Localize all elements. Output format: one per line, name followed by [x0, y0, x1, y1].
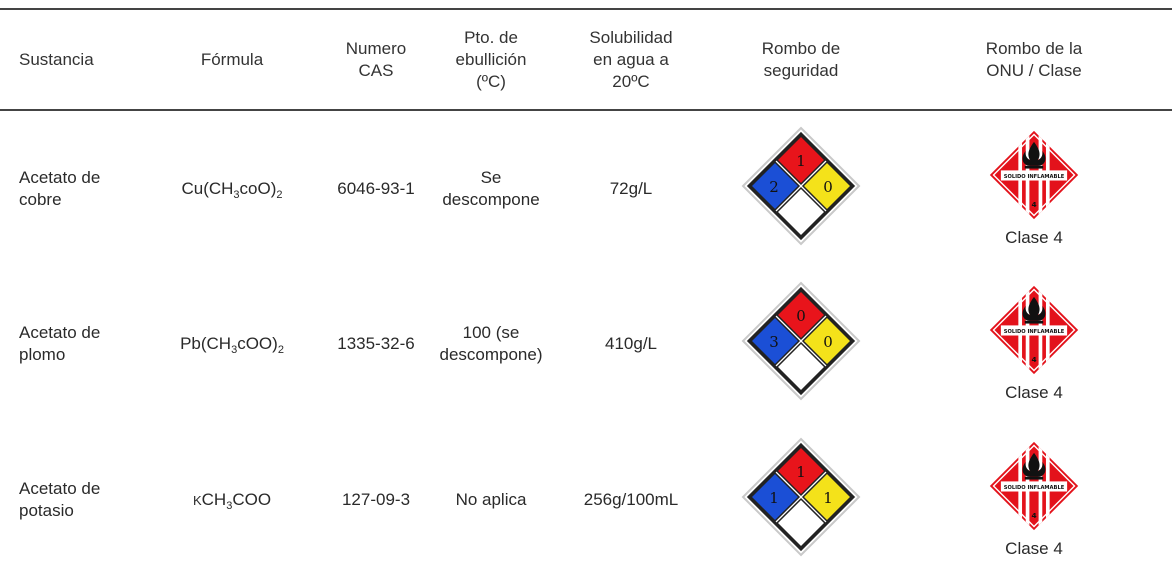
cell-pto: No aplica	[455, 490, 527, 509]
header-cas: Numero CAS	[326, 8, 426, 111]
cell-solubilidad: 410g/L	[605, 334, 657, 353]
header-row: Sustancia Fórmula Numero CAS Pto. de ebull…	[0, 8, 1172, 111]
cell-pto: 100 (se descompone)	[439, 323, 543, 364]
cell-rombo-onu: SOLIDO INFLAMABLE 4 Clase 4	[896, 110, 1172, 266]
table-row: Acetato de potasio KCH3COO 127-09-3 No ap…	[0, 422, 1172, 578]
cell-pto: Se descompone	[442, 167, 540, 209]
clase-label: Clase 4	[1005, 539, 1063, 558]
nfpa-diamond-icon: 1 1 1	[741, 437, 861, 557]
flame-icon	[1022, 141, 1046, 169]
un-flammable-solid-icon: SOLIDO INFLAMABLE 4	[989, 441, 1079, 531]
cell-rombo-onu: SOLIDO INFLAMABLE 4 Clase 4	[896, 422, 1172, 578]
clase-label: Clase 4	[1005, 227, 1063, 247]
nfpa-right-value: 0	[823, 178, 833, 196]
header-rombo-seguridad: Rombo de seguridad	[706, 8, 896, 111]
flame-icon	[1022, 296, 1046, 324]
nfpa-top-value: 0	[796, 307, 806, 325]
cell-formula: Pb(CH3cOO)2	[180, 334, 284, 356]
un-label: SOLIDO INFLAMABLE	[1004, 174, 1065, 180]
nfpa-left-value: 1	[769, 489, 779, 507]
cell-rombo-seguridad: 0 3 0	[706, 266, 896, 422]
header-rombo-onu: Rombo de la ONU / Clase	[896, 8, 1172, 111]
nfpa-left-value: 3	[769, 333, 779, 351]
nfpa-right-value: 0	[823, 333, 833, 351]
clase-label: Clase 4	[1005, 383, 1063, 402]
cell-rombo-seguridad: 1 1 1	[706, 422, 896, 578]
un-label: SOLIDO INFLAMABLE	[1004, 485, 1065, 491]
nfpa-top-value: 1	[796, 463, 806, 481]
cell-cas: 6046-93-1	[337, 178, 415, 198]
header-solubilidad: Solubilidad en agua a 20ºC	[556, 8, 706, 111]
un-class-number: 4	[1031, 511, 1036, 520]
cell-sustancia: Acetato de potasio	[19, 479, 101, 520]
cell-rombo-onu: SOLIDO INFLAMABLE 4 Clase 4	[896, 266, 1172, 422]
cell-sustancia: Acetato de cobre	[19, 167, 101, 209]
cell-formula: Cu(CH3coO)2	[181, 178, 283, 201]
table-row: Acetato de cobre Cu(CH3coO)2 6046-93-1 Se…	[0, 110, 1172, 266]
header-sustancia: Sustancia	[0, 8, 138, 111]
nfpa-right-value: 1	[823, 489, 833, 507]
un-class-number: 4	[1031, 355, 1036, 364]
cell-formula: KCH3COO	[192, 489, 272, 512]
flame-icon	[1022, 452, 1046, 480]
table-row: Acetato de plomo Pb(CH3cOO)2 1335-32-6 10…	[0, 266, 1172, 422]
header-pto: Pto. de ebullición (ºC)	[426, 8, 556, 111]
cell-solubilidad: 256g/100mL	[583, 490, 679, 509]
header-formula: Fórmula	[138, 8, 326, 111]
un-flammable-solid-icon: SOLIDO INFLAMABLE 4	[989, 285, 1079, 375]
nfpa-diamond-icon: 0 3 0	[741, 281, 861, 401]
cell-cas: 127-09-3	[341, 490, 411, 509]
nfpa-top-value: 1	[796, 152, 806, 170]
cell-sustancia: Acetato de plomo	[19, 323, 101, 364]
nfpa-left-value: 2	[769, 178, 779, 196]
un-flammable-solid-icon: SOLIDO INFLAMABLE 4	[989, 130, 1079, 219]
un-class-number: 4	[1031, 200, 1036, 209]
cell-rombo-seguridad: 1 2 0	[706, 110, 896, 266]
nfpa-diamond-icon: 1 2 0	[741, 126, 861, 245]
cell-solubilidad: 72g/L	[609, 178, 653, 198]
substances-table: Sustancia Fórmula Numero CAS Pto. de ebull…	[0, 8, 1172, 578]
un-label: SOLIDO INFLAMABLE	[1004, 329, 1065, 335]
cell-cas: 1335-32-6	[337, 334, 415, 353]
